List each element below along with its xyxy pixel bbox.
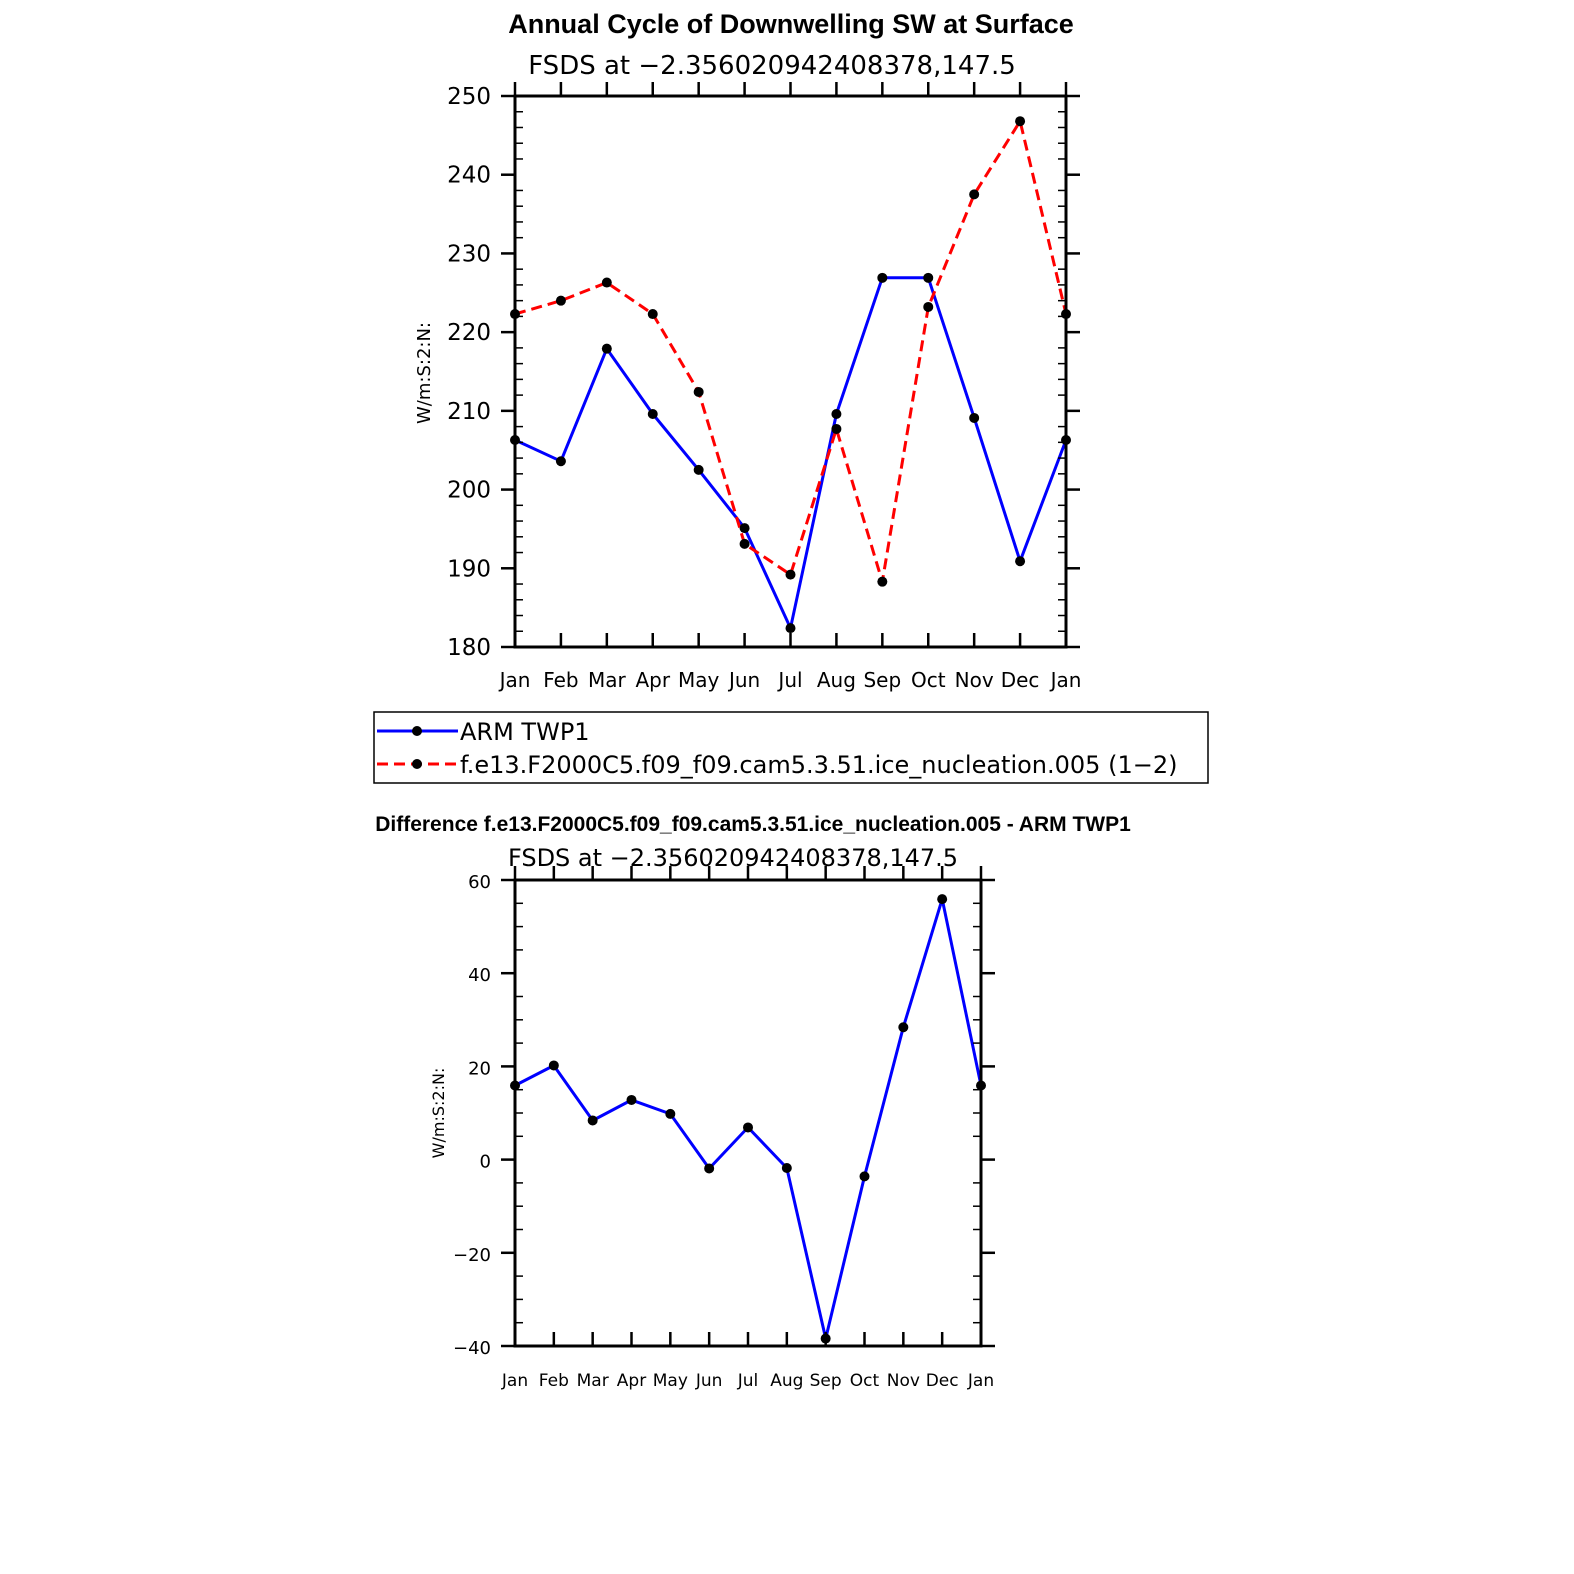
y-tick-label: 60 [468,872,491,893]
x-tick-label: Oct [911,668,946,692]
data-point [831,409,842,420]
data-point [785,569,796,580]
data-point [693,386,704,397]
x-tick-label: Sep [810,1371,842,1391]
x-tick-label: Jul [737,1371,759,1391]
data-point [555,456,566,467]
annual-cycle-chart: Annual Cycle of Downwelling SW at Surfac… [414,9,1081,692]
y-tick-label: 20 [468,1058,491,1079]
x-tick-label: Jun [727,668,760,692]
chart-title: Annual Cycle of Downwelling SW at Surfac… [508,9,1074,39]
data-point [704,1163,715,1174]
x-tick-label: Feb [543,668,578,692]
y-tick-label: 180 [447,635,491,661]
data-point [555,295,566,306]
data-point [859,1171,870,1182]
x-tick-label: Jul [776,668,802,692]
legend-marker-arm [412,726,422,736]
data-point [739,523,750,534]
data-point [739,538,750,549]
y-tick-label: 190 [447,556,491,582]
x-tick-label: Apr [617,1371,646,1391]
data-point [781,1162,792,1173]
y-tick-label: 240 [447,163,491,189]
x-tick-label: Jun [695,1371,723,1391]
data-point [969,412,980,423]
legend: ARM TWP1 f.e13.F2000C5.f09_f09.cam5.3.51… [373,711,1209,784]
series-line [514,897,983,1340]
data-point [647,309,658,320]
data-point [877,272,888,283]
x-tick-label: Oct [850,1371,880,1391]
chart-subtitle-difference: FSDS at −2.356020942408378,147.5 [508,844,958,872]
data-point [937,894,948,905]
y-tick-label: 0 [480,1152,491,1173]
x-tick-label: Feb [539,1371,569,1391]
x-tick-label: Dec [926,1371,959,1391]
legend-label-model: f.e13.F2000C5.f09_f09.cam5.3.51.ice_nucl… [460,751,1177,779]
chart-subtitle: FSDS at −2.356020942408378,147.5 [528,51,1016,81]
legend-label-arm: ARM TWP1 [460,718,590,746]
data-point [923,272,934,283]
data-point [587,1115,598,1126]
data-point [969,189,980,200]
data-point [601,343,612,354]
x-tick-label: Jan [967,1371,994,1391]
y-axis-label: W/m:S:2:N: [414,322,435,424]
x-tick-label: Nov [887,1371,920,1391]
x-tick-label: Sep [863,668,901,692]
y-tick-label: 230 [447,241,491,267]
data-point [785,623,796,634]
x-tick-label: May [678,668,720,692]
y-tick-label: 210 [447,399,491,425]
data-point [898,1022,909,1033]
legend-marker-model [412,759,422,769]
y-tick-label: 200 [447,478,491,504]
plot-frame-difference [513,878,983,1348]
x-tick-label: May [653,1371,688,1391]
data-point [923,301,934,312]
data-point [601,277,612,288]
x-tick-label: Jan [1049,668,1082,692]
data-point [743,1122,753,1133]
data-point [1015,116,1026,127]
x-tick-label: Aug [817,668,856,692]
data-point [647,409,658,420]
y-tick-label: 220 [447,320,491,346]
legend-box [373,711,1209,784]
data-point [665,1108,676,1119]
x-tick-label: Aug [770,1371,803,1391]
data-point [626,1094,637,1105]
y-tick-label: −40 [453,1338,491,1359]
data-point [1015,556,1026,567]
difference-chart: Difference f.e13.F2000C5.f09_f09.cam5.3.… [375,813,1131,1391]
legend-entry-model: f.e13.F2000C5.f09_f09.cam5.3.51.ice_nucl… [377,751,1177,779]
y-axis-label-difference: W/m:S:2:N: [429,1068,448,1159]
y-tick-label: −20 [453,1245,491,1266]
x-tick-label: Mar [588,668,627,692]
x-tick-label: Jan [498,668,531,692]
data-point [548,1060,559,1071]
data-point [877,576,888,587]
x-tick-label: Mar [577,1371,609,1391]
x-tick-label: Jan [501,1371,528,1391]
data-point [693,464,704,475]
x-tick-label: Dec [1001,668,1040,692]
chart-title-difference: Difference f.e13.F2000C5.f09_f09.cam5.3.… [375,813,1131,836]
series-line [514,119,1068,584]
data-point [831,423,842,434]
x-tick-label: Apr [635,668,670,692]
y-tick-label: 40 [468,965,491,986]
y-tick-label: 250 [447,84,491,110]
x-tick-label: Nov [955,668,994,692]
legend-entry-arm: ARM TWP1 [377,718,590,746]
